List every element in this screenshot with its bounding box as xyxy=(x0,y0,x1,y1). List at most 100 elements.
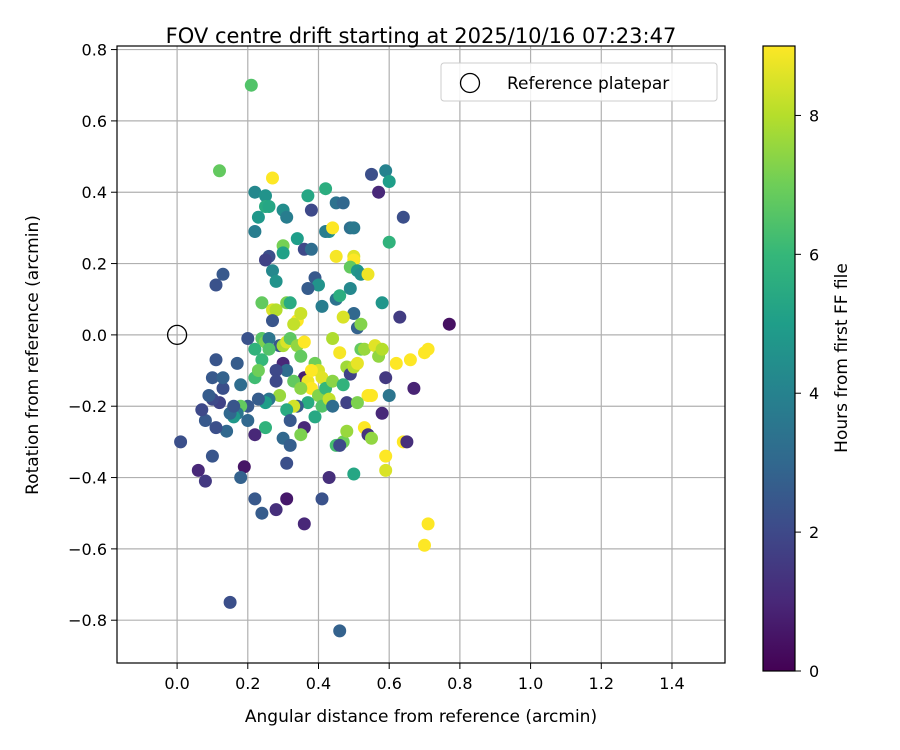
data-point xyxy=(304,364,318,377)
y-tick-label: 0.0 xyxy=(82,326,107,345)
y-tick-label: −0.8 xyxy=(68,611,107,630)
data-point xyxy=(276,246,290,260)
x-tick-label: 1.2 xyxy=(589,674,614,693)
data-point xyxy=(266,264,279,278)
y-tick-label: −0.6 xyxy=(68,540,107,559)
data-point xyxy=(333,346,347,360)
data-point xyxy=(315,371,329,385)
data-point xyxy=(248,342,262,356)
data-point xyxy=(301,189,315,203)
data-point xyxy=(251,392,265,406)
data-point xyxy=(248,225,262,238)
y-tick-label: −0.2 xyxy=(68,397,107,416)
data-point xyxy=(234,378,248,392)
colorbar-gradient xyxy=(762,45,796,672)
data-point xyxy=(336,196,350,210)
data-point xyxy=(262,200,276,213)
data-point xyxy=(315,492,329,506)
data-point xyxy=(407,381,421,395)
data-point xyxy=(259,253,272,267)
colorbar-tick-label: 8 xyxy=(809,106,819,125)
data-point xyxy=(333,438,347,452)
data-point xyxy=(216,267,230,281)
data-point xyxy=(379,371,393,385)
data-point xyxy=(347,221,361,235)
legend-marker-icon xyxy=(459,72,481,94)
data-point xyxy=(191,463,205,477)
data-point xyxy=(280,210,294,224)
data-point xyxy=(396,210,410,224)
y-tick-label: 0.8 xyxy=(82,41,107,60)
data-point xyxy=(255,506,269,520)
data-point xyxy=(382,235,396,249)
data-point xyxy=(269,303,283,317)
data-point xyxy=(220,424,234,438)
data-point xyxy=(273,389,287,402)
data-point xyxy=(223,595,237,609)
chart-title: FOV centre drift starting at 2025/10/16 … xyxy=(166,24,677,48)
grid-lines xyxy=(117,46,725,663)
data-point xyxy=(365,167,378,181)
data-point xyxy=(262,342,276,356)
data-point xyxy=(403,353,417,367)
x-tick-label: 0.6 xyxy=(376,674,401,693)
data-point xyxy=(297,517,311,531)
data-point xyxy=(382,389,396,402)
colorbar-tick-label: 0 xyxy=(809,662,819,681)
data-point xyxy=(269,374,283,388)
legend: Reference platepar xyxy=(440,62,718,102)
data-point xyxy=(418,538,431,552)
reference-marker xyxy=(166,324,188,346)
y-tick-label: 0.2 xyxy=(82,255,107,274)
y-tick-label: 0.6 xyxy=(82,112,107,131)
x-axis-label: Angular distance from reference (arcmin) xyxy=(245,707,597,727)
data-point xyxy=(283,296,297,310)
data-point xyxy=(202,389,216,402)
data-point xyxy=(234,471,248,484)
data-point xyxy=(280,364,294,377)
data-point xyxy=(248,185,262,199)
x-tick-label: 0.8 xyxy=(447,674,472,693)
data-point xyxy=(255,296,269,310)
data-point xyxy=(198,414,212,427)
data-point xyxy=(361,267,375,281)
data-point xyxy=(209,421,223,435)
data-point xyxy=(216,381,230,395)
legend-box xyxy=(440,62,718,102)
data-point xyxy=(283,438,297,452)
data-point xyxy=(237,460,251,474)
data-point xyxy=(315,299,329,313)
data-point xyxy=(290,232,304,246)
data-point xyxy=(326,221,340,235)
data-point xyxy=(379,449,393,463)
data-point xyxy=(209,353,223,367)
data-point xyxy=(319,182,333,196)
y-tick-label: −0.4 xyxy=(68,469,107,488)
data-point xyxy=(389,356,403,370)
data-points xyxy=(174,78,456,638)
data-point xyxy=(227,399,241,413)
colorbar-tick-label: 6 xyxy=(809,245,819,264)
data-point xyxy=(255,353,269,367)
data-point xyxy=(347,307,361,320)
data-point xyxy=(365,389,378,402)
data-point xyxy=(336,310,350,324)
data-point xyxy=(230,356,244,370)
y-tick-label: 0.4 xyxy=(82,183,107,202)
data-point xyxy=(280,403,294,417)
data-point xyxy=(375,406,389,420)
data-point xyxy=(259,421,272,435)
data-point xyxy=(400,435,414,449)
data-point xyxy=(350,356,364,370)
x-axis-ticks: 0.0 0.2 0.4 0.6 0.8 1.0 1.2 1.4 xyxy=(164,663,685,693)
x-tick-label: 0.2 xyxy=(235,674,260,693)
data-point xyxy=(312,278,325,292)
data-point xyxy=(269,364,283,377)
data-point xyxy=(244,78,258,92)
data-point xyxy=(421,342,435,356)
data-point xyxy=(375,296,389,310)
data-point xyxy=(297,335,311,349)
data-point xyxy=(326,332,340,345)
data-point xyxy=(333,289,347,303)
